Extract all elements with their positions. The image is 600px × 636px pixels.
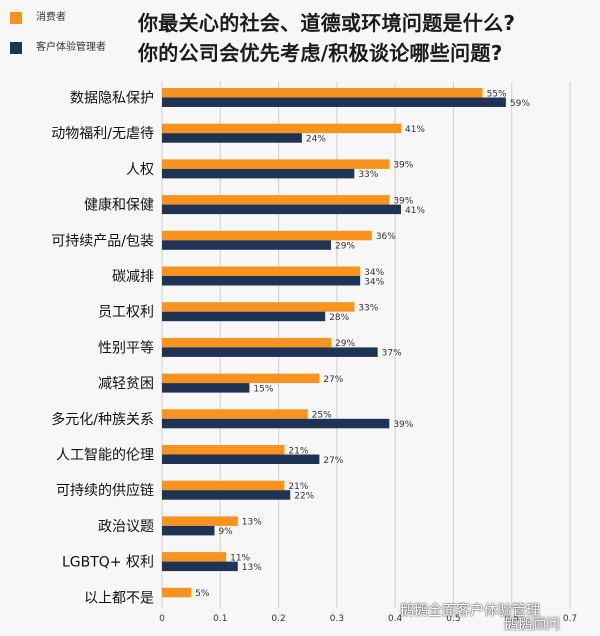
legend-label-cx-managers: 客户体验管理者 [36,42,106,53]
bar-cx-manager [162,347,378,357]
category-label: 碳减排 [112,269,154,285]
bar-consumer [162,445,285,455]
category-label: 减轻贫困 [98,376,154,392]
x-tick-label: 0 [159,614,165,624]
category-label: 员工权利 [98,305,154,321]
value-label: 24% [306,134,326,144]
value-label: 27% [323,456,343,466]
value-label: 21% [288,482,308,492]
bar-consumer [162,373,320,384]
value-label: 34% [364,268,384,278]
category-label: 多元化/种族关系 [51,411,154,428]
category-label: 数据隐私保护 [70,91,154,107]
value-label: 41% [405,206,425,216]
value-label: 27% [323,375,343,385]
value-label: 9% [218,527,233,537]
value-label: 29% [335,242,355,252]
value-label: 41% [405,125,425,135]
category-label: 人工智能的伦理 [56,448,154,464]
legend-label-consumers: 消费者 [36,12,66,23]
chart-title-line-1: 你最关心的社会、道德或环境问题是什么? [138,11,516,35]
x-tick-label: 0.3 [330,614,344,624]
bar-consumer [162,195,390,205]
x-tick-label: 0.6 [505,614,520,624]
value-label: 34% [364,277,384,287]
bar-consumer [162,88,483,98]
value-label: 37% [382,349,402,359]
bar-consumer [162,552,227,562]
legend-swatch-consumers [10,12,22,24]
bar-consumer [162,302,355,312]
value-label: 13% [242,563,262,573]
bar-consumer [162,516,238,526]
bar-consumer [162,409,308,419]
value-label: 29% [335,339,355,349]
watermark-sub: 鹅鹅顾问 [504,617,560,633]
legend-swatch-cx-managers [10,42,22,54]
value-label: 11% [230,553,250,563]
bar-cx-manager [162,97,506,107]
category-label: LGBTQ+ 权利 [62,555,154,571]
chart-title-line-2: 你的公司会优先考虑/积极谈论哪些问题? [138,41,503,65]
bar-cx-manager [162,276,361,286]
bar-cx-manager [162,561,238,572]
bar-cx-manager [162,418,390,429]
bar-consumer [162,587,192,598]
x-tick-label: 0.5 [446,614,460,624]
value-label: 39% [393,196,413,206]
bar-cx-manager [162,204,401,215]
value-label: 28% [329,313,349,323]
value-label: 39% [393,420,413,430]
category-label: 性别平等 [98,339,154,356]
x-tick-label: 0.7 [563,614,577,624]
watermark: 鹅鹅全面客户体验管理 [400,603,540,619]
value-label: 36% [376,232,396,242]
bar-cx-manager [162,168,355,179]
category-label: 健康和保健 [84,197,154,214]
category-label: 人权 [126,162,154,178]
value-label: 5% [195,589,210,599]
bar-consumer [162,159,390,169]
x-tick-label: 0.2 [271,614,285,624]
bar-consumer [162,480,285,491]
category-label: 动物福利/无虐待 [51,126,154,142]
bar-consumer [162,230,372,241]
value-label: 15% [253,384,273,394]
bar-consumer [162,266,361,276]
category-label: 可持续产品/包装 [51,232,154,249]
chart-title: 你最关心的社会、道德或环境问题是什么? 你的公司会优先考虑/积极谈论哪些问题? [138,8,593,68]
bar-cx-manager [162,454,320,464]
value-label: 39% [393,161,413,171]
value-label: 22% [294,491,314,501]
bar-consumer [162,123,401,134]
value-label: 33% [358,170,378,180]
value-label: 59% [510,99,530,109]
bar-cx-manager [162,133,302,143]
category-label: 可持续的供应链 [56,482,154,499]
value-label: 33% [358,303,378,313]
value-label: 25% [312,411,332,421]
bar-cx-manager [162,525,215,536]
bar-cx-manager [162,240,332,250]
value-label: 13% [242,518,262,528]
bar-cx-manager [162,490,291,500]
value-label: 55% [487,89,507,99]
bar-consumer [162,337,332,348]
value-label: 21% [288,446,308,456]
category-label: 以上都不是 [84,590,154,606]
x-tick-label: 0.1 [213,614,227,624]
x-tick-label: 0.4 [388,614,403,624]
category-label: 政治议题 [98,519,154,535]
bar-cx-manager [162,311,326,322]
bar-cx-manager [162,383,250,393]
